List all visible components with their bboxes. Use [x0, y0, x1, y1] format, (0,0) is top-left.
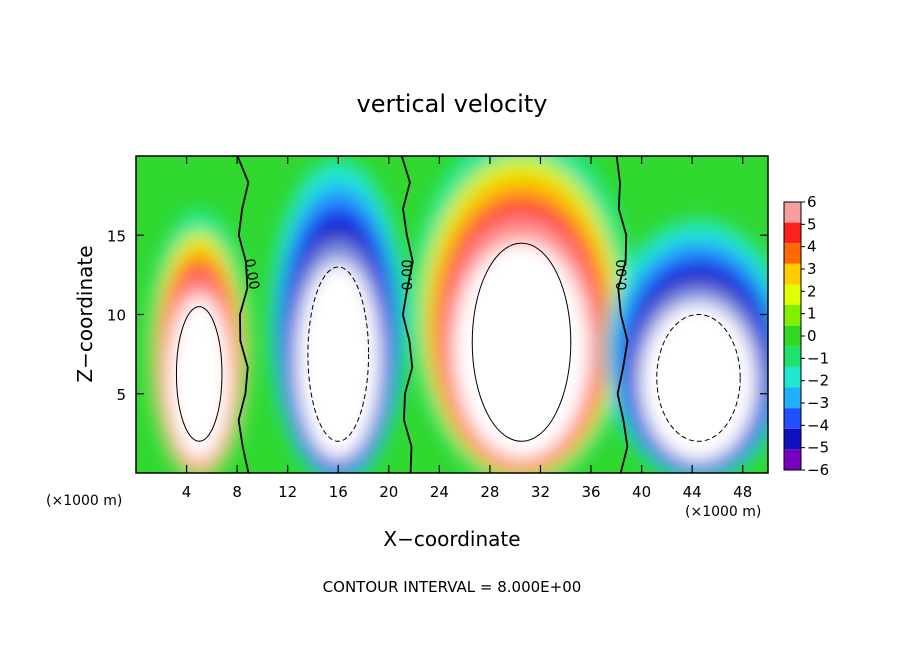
- x-tick-label-3: 16: [329, 483, 348, 501]
- updraft-0-layer-5: [168, 295, 231, 461]
- x-tick-label-9: 40: [632, 483, 651, 501]
- colorbar-swatch-8: [784, 366, 801, 388]
- colorbar-label-0: 6: [807, 193, 817, 211]
- x-tick-label-4: 20: [379, 483, 398, 501]
- colorbar-label-9: −3: [807, 394, 829, 412]
- zero-contour-label-2: 0.00: [615, 259, 631, 290]
- y-tick-label-2: 15: [107, 227, 126, 245]
- colorbar-label-6: 0: [807, 327, 817, 345]
- zero-contour-2: [615, 156, 629, 473]
- velocity-field: [148, 156, 768, 473]
- colorbar-label-12: −6: [807, 461, 829, 479]
- zero-contour-label-1: 0.00: [400, 259, 416, 290]
- y-tick-label-1: 10: [107, 307, 126, 325]
- x-tick-label-11: 48: [733, 483, 752, 501]
- colorbar-swatch-2: [784, 243, 801, 264]
- x-tick-label-1: 8: [232, 483, 242, 501]
- chart-title: vertical velocity: [357, 90, 548, 118]
- core-contour-1: [307, 266, 370, 442]
- core-contour-3: [656, 314, 741, 442]
- updraft-2-layer-5: [454, 241, 589, 459]
- plot-area: 0.00 0.00 0.00: [136, 156, 768, 473]
- downdraft-1-layer-5: [296, 262, 380, 460]
- zero-contour-label-0: 0.00: [241, 257, 262, 290]
- colorbar-swatch-11: [784, 428, 801, 450]
- x-tick-label-6: 28: [480, 483, 499, 501]
- colorbar-label-4: 2: [807, 282, 817, 300]
- colorbar-label-8: −2: [807, 372, 829, 390]
- colorbar-label-2: 4: [807, 238, 817, 256]
- downdraft-3-layer-5: [641, 302, 756, 462]
- x-axis-label: X−coordinate: [383, 527, 520, 551]
- x-tick-label-7: 32: [531, 483, 550, 501]
- x-tick-label-0: 4: [182, 483, 192, 501]
- y-tick-label-0: 5: [116, 386, 126, 404]
- colorbar: 6 5 4 3 2 1 0 −1 −2 −3 −4 −5 −6: [783, 193, 829, 479]
- colorbar-swatch-5: [784, 305, 801, 326]
- zero-contour-1: [400, 156, 414, 473]
- colorbar-swatch-9: [784, 387, 801, 409]
- field-blobs: [148, 156, 768, 473]
- x-tick-label-8: 36: [581, 483, 600, 501]
- core-contour-2: [471, 242, 572, 442]
- y-axis: 5 10 15: [107, 227, 768, 404]
- colorbar-swatch-0: [784, 202, 801, 223]
- x-axis: 4 8 12 16 20 24 28 32 36 40 44 48: [182, 156, 752, 501]
- colorbar-swatch-7: [784, 346, 801, 367]
- colorbar-label-10: −4: [807, 416, 829, 434]
- colorbar-swatch-12: [784, 449, 801, 470]
- colorbar-label-7: −1: [807, 349, 829, 367]
- contour-interval-note: CONTOUR INTERVAL = 8.000E+00: [323, 578, 582, 596]
- colorbar-swatch-4: [784, 284, 801, 306]
- colorbar-label-1: 5: [807, 215, 817, 233]
- colorbar-swatch-1: [784, 222, 801, 244]
- x-axis-unit: (×1000 m): [685, 504, 761, 520]
- colorbar-label-11: −5: [807, 439, 829, 457]
- y-axis-unit: (×1000 m): [46, 493, 122, 509]
- y-axis-label: Z−coordinate: [73, 245, 97, 382]
- colorbar-swatch-3: [784, 263, 801, 285]
- core-contour-0: [175, 306, 223, 442]
- colorbar-swatch-6: [784, 325, 801, 347]
- colorbar-label-5: 1: [807, 305, 817, 323]
- colorbar-label-3: 3: [807, 260, 817, 278]
- x-tick-label-5: 24: [430, 483, 449, 501]
- zero-contour-0: [236, 156, 250, 473]
- x-tick-label-2: 12: [278, 483, 297, 501]
- colorbar-swatch-10: [784, 408, 801, 429]
- contour-lines: 0.00 0.00 0.00: [175, 156, 741, 473]
- x-tick-label-10: 44: [683, 483, 702, 501]
